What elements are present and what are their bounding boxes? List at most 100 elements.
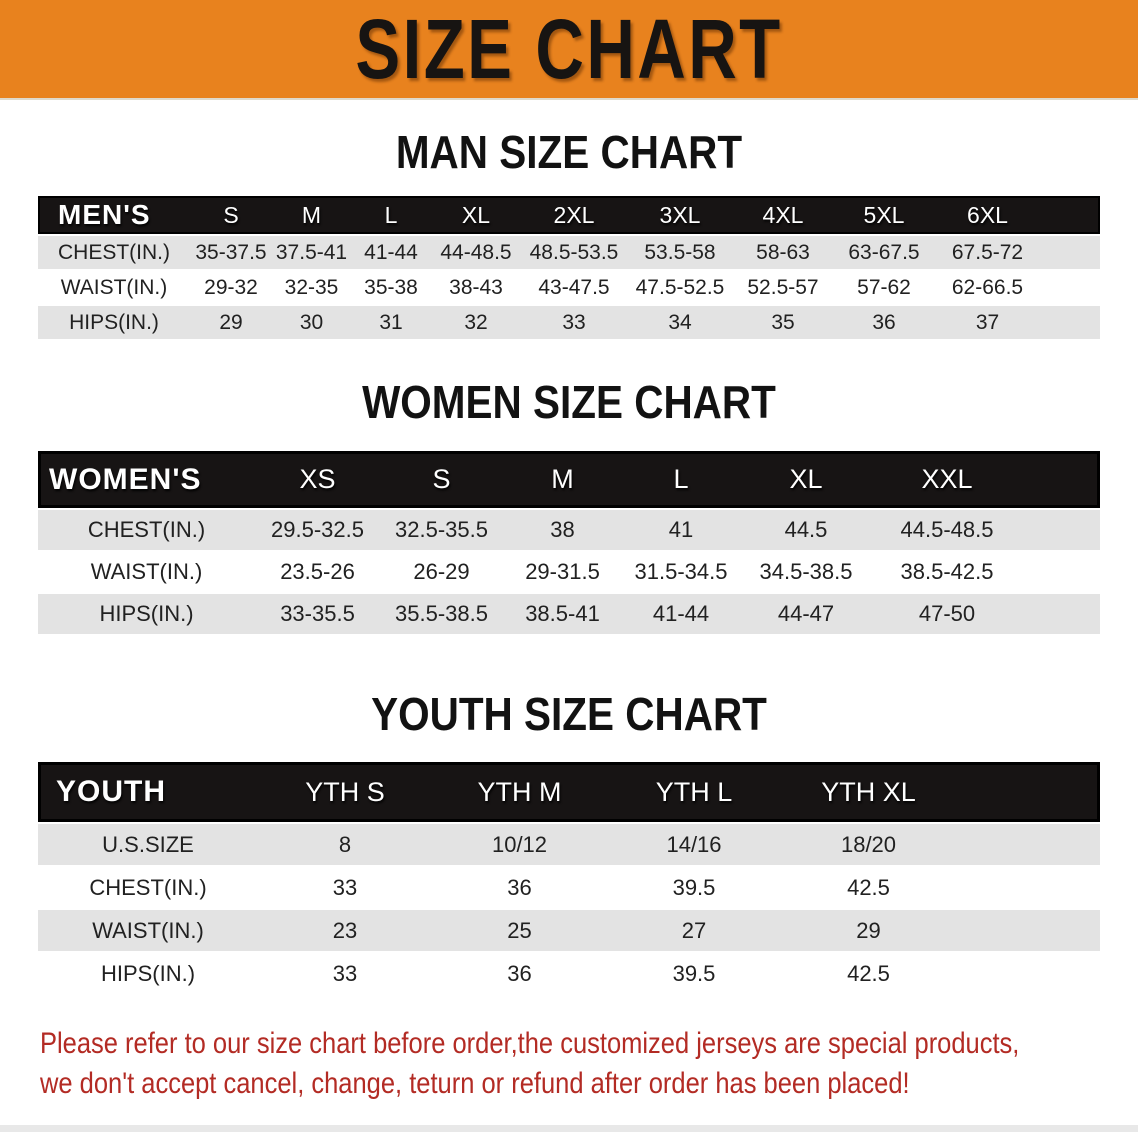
- row-spacer: [956, 953, 1100, 994]
- table-row: U.S.SIZE 8 10/12 14/16 18/20: [38, 824, 1100, 865]
- youth-column-header: YTH S: [258, 762, 432, 822]
- youth-section-title: YOUTH SIZE CHART: [371, 688, 767, 740]
- size-value: 29: [781, 910, 956, 951]
- row-label: WAIST(IN.): [38, 552, 255, 592]
- size-value: 36: [432, 867, 607, 908]
- size-value: 58-63: [733, 236, 833, 269]
- womens-size-table: WOMEN'S XS S M L XL XXL CHEST(IN.) 29.5-…: [38, 449, 1100, 636]
- mens-column-header: 6XL: [935, 196, 1040, 234]
- row-label: WAIST(IN.): [38, 271, 190, 304]
- banner: SIZE CHART: [0, 0, 1138, 100]
- womens-column-header: XS: [255, 451, 380, 508]
- youth-header-row: YOUTH YTH S YTH M YTH L YTH XL: [38, 762, 1100, 822]
- size-value: 41-44: [351, 236, 431, 269]
- mens-column-header: M: [272, 196, 351, 234]
- table-row: HIPS(IN.) 33-35.5 35.5-38.5 38.5-41 41-4…: [38, 594, 1100, 634]
- mens-column-header: XL: [431, 196, 521, 234]
- mens-column-header: 3XL: [627, 196, 733, 234]
- row-spacer: [1040, 306, 1100, 339]
- header-spacer: [1040, 196, 1100, 234]
- size-value: 29-32: [190, 271, 272, 304]
- table-row: WAIST(IN.) 29-32 32-35 35-38 38-43 43-47…: [38, 271, 1100, 304]
- mens-corner-label: MEN'S: [38, 196, 190, 234]
- size-value: 29-31.5: [503, 552, 622, 592]
- size-value: 39.5: [607, 953, 781, 994]
- size-value: 23.5-26: [255, 552, 380, 592]
- size-value: 29.5-32.5: [255, 510, 380, 550]
- size-value: 32-35: [272, 271, 351, 304]
- row-label: U.S.SIZE: [38, 824, 258, 865]
- size-value: 47.5-52.5: [627, 271, 733, 304]
- size-value: 48.5-53.5: [521, 236, 627, 269]
- row-spacer: [956, 824, 1100, 865]
- mens-section: MAN SIZE CHART MEN'S S M L XL 2XL 3XL 4X…: [0, 128, 1138, 341]
- size-value: 42.5: [781, 867, 956, 908]
- size-value: 38-43: [431, 271, 521, 304]
- size-value: 34.5-38.5: [740, 552, 872, 592]
- youth-size-table: YOUTH YTH S YTH M YTH L YTH XL U.S.SIZE …: [38, 760, 1100, 996]
- size-value: 41: [622, 510, 740, 550]
- size-value: 34: [627, 306, 733, 339]
- bottom-edge-strip: [0, 1125, 1138, 1132]
- size-value: 38: [503, 510, 622, 550]
- size-value: 62-66.5: [935, 271, 1040, 304]
- size-value: 31.5-34.5: [622, 552, 740, 592]
- mens-section-title: MAN SIZE CHART: [395, 126, 743, 178]
- youth-column-header: YTH L: [607, 762, 781, 822]
- womens-column-header: L: [622, 451, 740, 508]
- row-spacer: [1022, 552, 1100, 592]
- size-value: 18/20: [781, 824, 956, 865]
- table-row: WAIST(IN.) 23.5-26 26-29 29-31.5 31.5-34…: [38, 552, 1100, 592]
- womens-section-title: WOMEN SIZE CHART: [362, 376, 776, 428]
- size-value: 38.5-41: [503, 594, 622, 634]
- size-value: 67.5-72: [935, 236, 1040, 269]
- size-value: 36: [432, 953, 607, 994]
- youth-column-header: YTH M: [432, 762, 607, 822]
- disclaimer-line-1: Please refer to our size chart before or…: [40, 1027, 1020, 1060]
- mens-column-header: 2XL: [521, 196, 627, 234]
- size-value: 33: [258, 867, 432, 908]
- size-value: 44.5-48.5: [872, 510, 1022, 550]
- size-value: 35: [733, 306, 833, 339]
- size-value: 10/12: [432, 824, 607, 865]
- size-value: 36: [833, 306, 935, 339]
- size-value: 52.5-57: [733, 271, 833, 304]
- mens-size-table: MEN'S S M L XL 2XL 3XL 4XL 5XL 6XL CHEST…: [38, 194, 1100, 341]
- mens-header-row: MEN'S S M L XL 2XL 3XL 4XL 5XL 6XL: [38, 196, 1100, 234]
- size-value: 32.5-35.5: [380, 510, 503, 550]
- womens-column-header: S: [380, 451, 503, 508]
- row-spacer: [956, 910, 1100, 951]
- disclaimer: Please refer to our size chart before or…: [40, 1024, 1138, 1104]
- row-label: CHEST(IN.): [38, 510, 255, 550]
- size-value: 42.5: [781, 953, 956, 994]
- row-label: CHEST(IN.): [38, 236, 190, 269]
- size-value: 43-47.5: [521, 271, 627, 304]
- size-value: 37: [935, 306, 1040, 339]
- size-value: 23: [258, 910, 432, 951]
- row-spacer: [1022, 510, 1100, 550]
- youth-corner-label: YOUTH: [38, 762, 258, 822]
- mens-column-header: 5XL: [833, 196, 935, 234]
- womens-column-header: M: [503, 451, 622, 508]
- size-value: 44-47: [740, 594, 872, 634]
- size-value: 29: [190, 306, 272, 339]
- size-value: 35.5-38.5: [380, 594, 503, 634]
- size-value: 35-37.5: [190, 236, 272, 269]
- size-value: 31: [351, 306, 431, 339]
- table-row: WAIST(IN.) 23 25 27 29: [38, 910, 1100, 951]
- size-value: 35-38: [351, 271, 431, 304]
- size-value: 32: [431, 306, 521, 339]
- size-value: 25: [432, 910, 607, 951]
- size-value: 14/16: [607, 824, 781, 865]
- table-row: CHEST(IN.) 29.5-32.5 32.5-35.5 38 41 44.…: [38, 510, 1100, 550]
- size-value: 26-29: [380, 552, 503, 592]
- size-value: 47-50: [872, 594, 1022, 634]
- header-spacer: [1022, 451, 1100, 508]
- size-value: 39.5: [607, 867, 781, 908]
- header-spacer: [956, 762, 1100, 822]
- disclaimer-line-2: we don't accept cancel, change, teturn o…: [40, 1067, 910, 1100]
- row-label: HIPS(IN.): [38, 594, 255, 634]
- row-label: WAIST(IN.): [38, 910, 258, 951]
- womens-column-header: XL: [740, 451, 872, 508]
